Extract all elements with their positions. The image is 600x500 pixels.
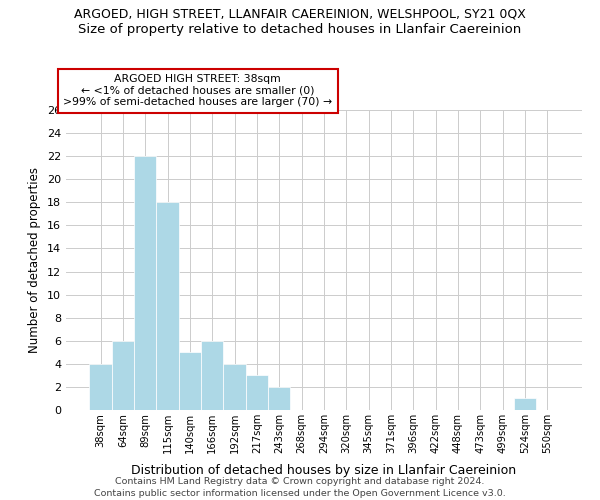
Bar <box>514 398 536 410</box>
Bar <box>112 341 134 410</box>
Text: Contains public sector information licensed under the Open Government Licence v3: Contains public sector information licen… <box>94 489 506 498</box>
Bar <box>246 376 268 410</box>
Bar <box>89 364 112 410</box>
Bar <box>179 352 201 410</box>
Bar <box>201 341 223 410</box>
Bar <box>268 387 290 410</box>
Text: Size of property relative to detached houses in Llanfair Caereinion: Size of property relative to detached ho… <box>79 22 521 36</box>
Text: ARGOED HIGH STREET: 38sqm
← <1% of detached houses are smaller (0)
>99% of semi-: ARGOED HIGH STREET: 38sqm ← <1% of detac… <box>63 74 332 107</box>
Text: Contains HM Land Registry data © Crown copyright and database right 2024.: Contains HM Land Registry data © Crown c… <box>115 478 485 486</box>
Text: ARGOED, HIGH STREET, LLANFAIR CAEREINION, WELSHPOOL, SY21 0QX: ARGOED, HIGH STREET, LLANFAIR CAEREINION… <box>74 8 526 20</box>
Bar <box>134 156 157 410</box>
Y-axis label: Number of detached properties: Number of detached properties <box>28 167 41 353</box>
Bar <box>157 202 179 410</box>
Bar <box>223 364 246 410</box>
X-axis label: Distribution of detached houses by size in Llanfair Caereinion: Distribution of detached houses by size … <box>131 464 517 477</box>
